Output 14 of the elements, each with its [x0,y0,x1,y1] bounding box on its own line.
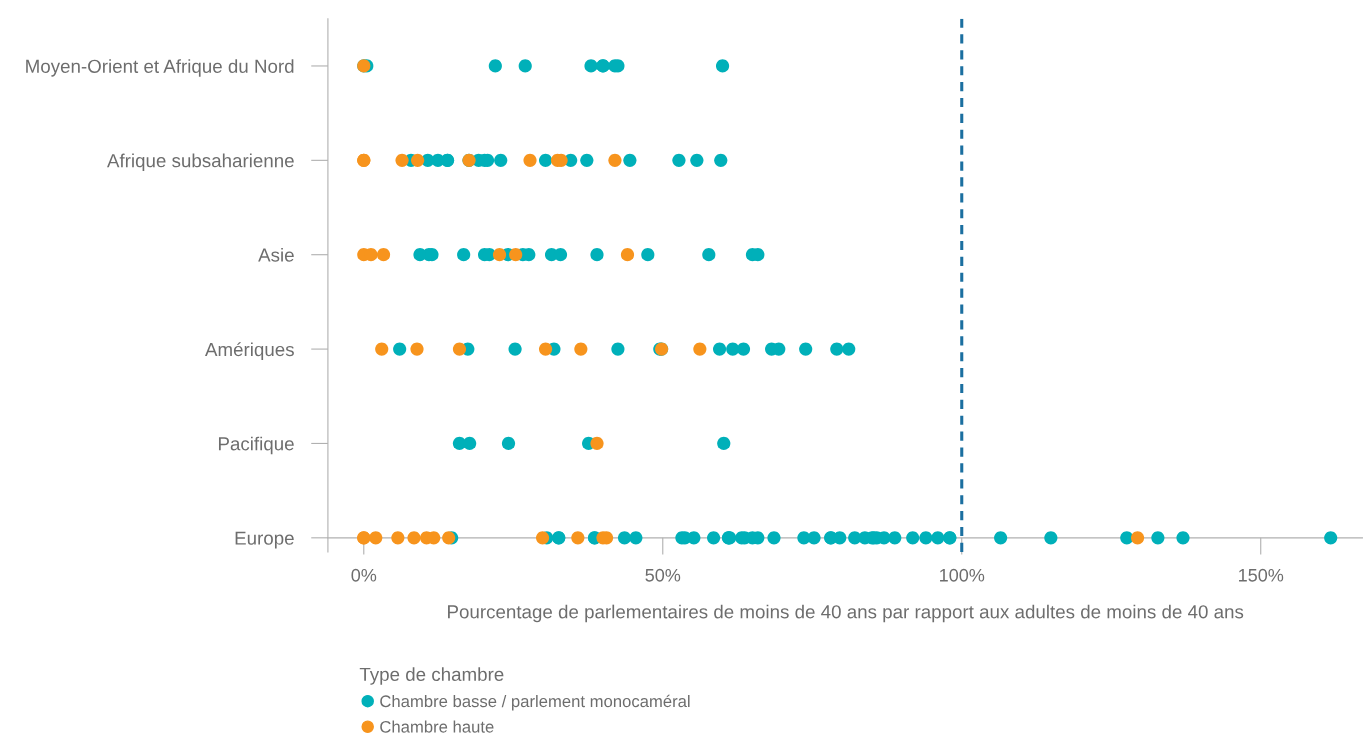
x-axis-title: Pourcentage de parlementaires de moins de 40 ans par rapport aux adultes de moins de 40 ans [448,604,1244,623]
legend-label: Chambre haute [380,720,494,733]
x-tick-label: 150% [1239,568,1284,582]
y-tick-label: Amériques [205,342,294,360]
y-tick-label: Europe [235,531,294,549]
y-tick-label: Moyen-Orient et Afrique du Nord [26,59,294,77]
x-tick-label: 100% [940,568,985,582]
x-tick-label: 50% [645,568,681,582]
legend-title: Type de chambre [359,667,504,685]
y-tick-label: Pacifique [218,436,294,455]
y-tick-label: Asie [258,247,294,262]
x-tick-label: 0% [351,568,377,582]
legend-label: Chambre basse / parlement monocaméral [380,694,690,711]
y-tick-label: Afrique subsaharienne [107,153,294,172]
